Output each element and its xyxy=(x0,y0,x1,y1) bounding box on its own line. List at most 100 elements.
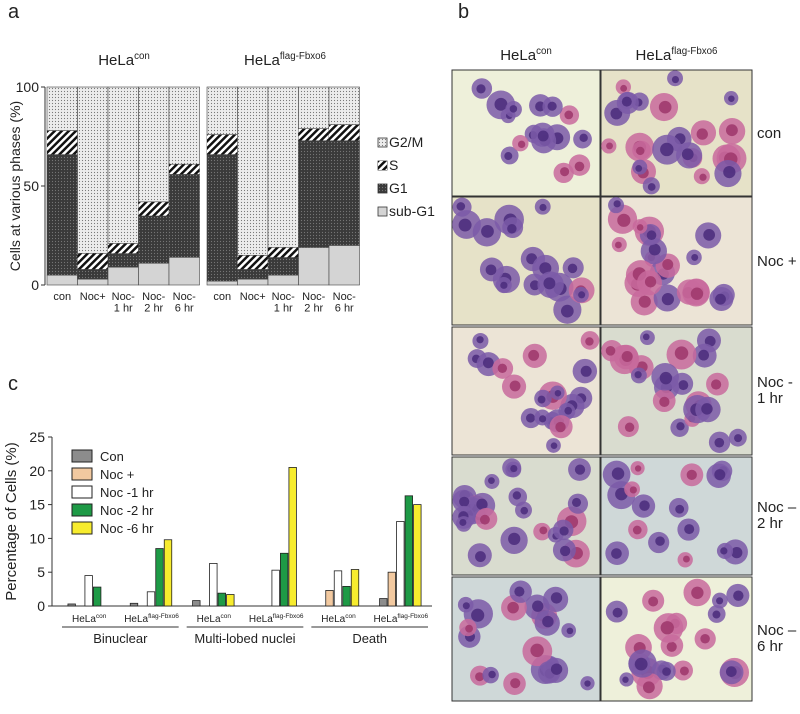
subgroup-label-base: HeLa xyxy=(197,614,221,625)
bar xyxy=(350,569,360,607)
nucleus xyxy=(691,253,699,261)
nucleus xyxy=(510,678,521,689)
nucleus xyxy=(662,259,674,270)
nucleus xyxy=(624,422,635,432)
y-tick-label: 10 xyxy=(29,530,45,546)
nucleus xyxy=(537,395,546,404)
nucleus xyxy=(574,161,585,172)
bar-pattern xyxy=(169,174,200,258)
nucleus xyxy=(512,491,522,500)
nucleus xyxy=(542,615,554,628)
nucleus xyxy=(509,105,518,113)
nucleus xyxy=(678,380,689,391)
nucleus xyxy=(659,396,670,407)
y-tick-label: 15 xyxy=(29,497,45,513)
nucleus xyxy=(629,486,637,494)
bar-pattern xyxy=(47,87,78,131)
nucleus xyxy=(504,152,513,161)
legend-label: Con xyxy=(100,449,124,464)
nucleus xyxy=(620,84,628,92)
bar xyxy=(342,585,351,607)
nucleus xyxy=(525,413,536,423)
bar-pattern xyxy=(77,253,108,270)
nucleus xyxy=(674,346,689,360)
bar-pattern xyxy=(329,87,360,125)
y-tick-label: 100 xyxy=(16,79,40,95)
bar-pattern xyxy=(138,215,169,264)
subgroup-label-base: HeLa xyxy=(72,614,96,625)
nucleus xyxy=(578,291,586,299)
subgroup-label-sup: con xyxy=(221,613,232,620)
bar-pattern xyxy=(237,269,268,280)
group-label: HeLacon xyxy=(98,51,150,69)
nucleus xyxy=(488,670,496,679)
nucleus xyxy=(676,422,685,431)
bar-pattern xyxy=(207,134,238,155)
nucleus xyxy=(686,469,697,481)
nucleus xyxy=(621,96,632,107)
bar-pattern xyxy=(138,87,169,202)
nucleus xyxy=(720,547,728,555)
nucleus xyxy=(555,421,566,433)
bar-pattern xyxy=(268,257,299,276)
nucleus xyxy=(725,666,737,677)
column-header-sup: con xyxy=(536,46,552,57)
nucleus xyxy=(559,545,571,557)
nucleus xyxy=(675,504,685,514)
legend-label: G1 xyxy=(389,180,408,196)
row-label: 2 hr xyxy=(757,515,783,532)
row-label: Noc - xyxy=(757,374,793,391)
nucleus xyxy=(712,610,721,619)
nucleus xyxy=(465,624,473,633)
nucleus xyxy=(734,434,743,443)
nucleus xyxy=(699,173,707,181)
x-tick-label: Noc- xyxy=(333,291,357,303)
nucleus xyxy=(497,363,508,373)
nucleus xyxy=(725,124,738,137)
nucleus xyxy=(731,546,743,559)
nucleus xyxy=(560,167,570,177)
legend-label: Noc -6 hr xyxy=(100,521,154,536)
nucleus xyxy=(456,202,466,211)
x-tick-label: 2 hr xyxy=(304,303,323,315)
nucleus xyxy=(648,243,661,256)
nucleus xyxy=(703,229,716,241)
bar xyxy=(226,594,235,607)
nucleus xyxy=(488,477,495,484)
nucleus xyxy=(481,224,494,238)
nucleus xyxy=(560,304,574,318)
bar-pattern xyxy=(77,269,108,280)
nucleus xyxy=(508,532,521,546)
nucleus xyxy=(476,498,488,510)
nucleus xyxy=(635,165,643,172)
nucleus xyxy=(661,293,674,306)
nucleus xyxy=(642,333,650,341)
bar-segment xyxy=(168,256,200,286)
nucleus xyxy=(606,142,613,150)
x-tick-label: con xyxy=(53,291,71,303)
x-tick-label: Noc- xyxy=(302,291,326,303)
bar-pattern xyxy=(169,87,200,165)
x-tick-label: 6 hr xyxy=(175,303,194,315)
nucleus xyxy=(634,371,642,379)
bar-segment xyxy=(328,245,360,286)
nucleus xyxy=(684,524,695,535)
bar xyxy=(129,602,139,607)
bar-pattern xyxy=(47,130,78,155)
bar-pattern xyxy=(207,154,238,282)
nucleus xyxy=(462,602,470,610)
bar-pattern xyxy=(108,87,139,244)
nucleus xyxy=(459,518,467,526)
nucleus xyxy=(714,469,726,481)
x-tick-label: Noc- xyxy=(272,291,296,303)
bar-segment xyxy=(237,278,269,286)
column-header: HeLacon xyxy=(500,46,552,64)
bar xyxy=(146,591,156,607)
x-tick-label: Noc+ xyxy=(80,291,106,303)
nucleus xyxy=(610,107,623,120)
nucleus xyxy=(632,525,642,535)
nucleus xyxy=(662,667,671,676)
nucleus xyxy=(459,496,470,507)
